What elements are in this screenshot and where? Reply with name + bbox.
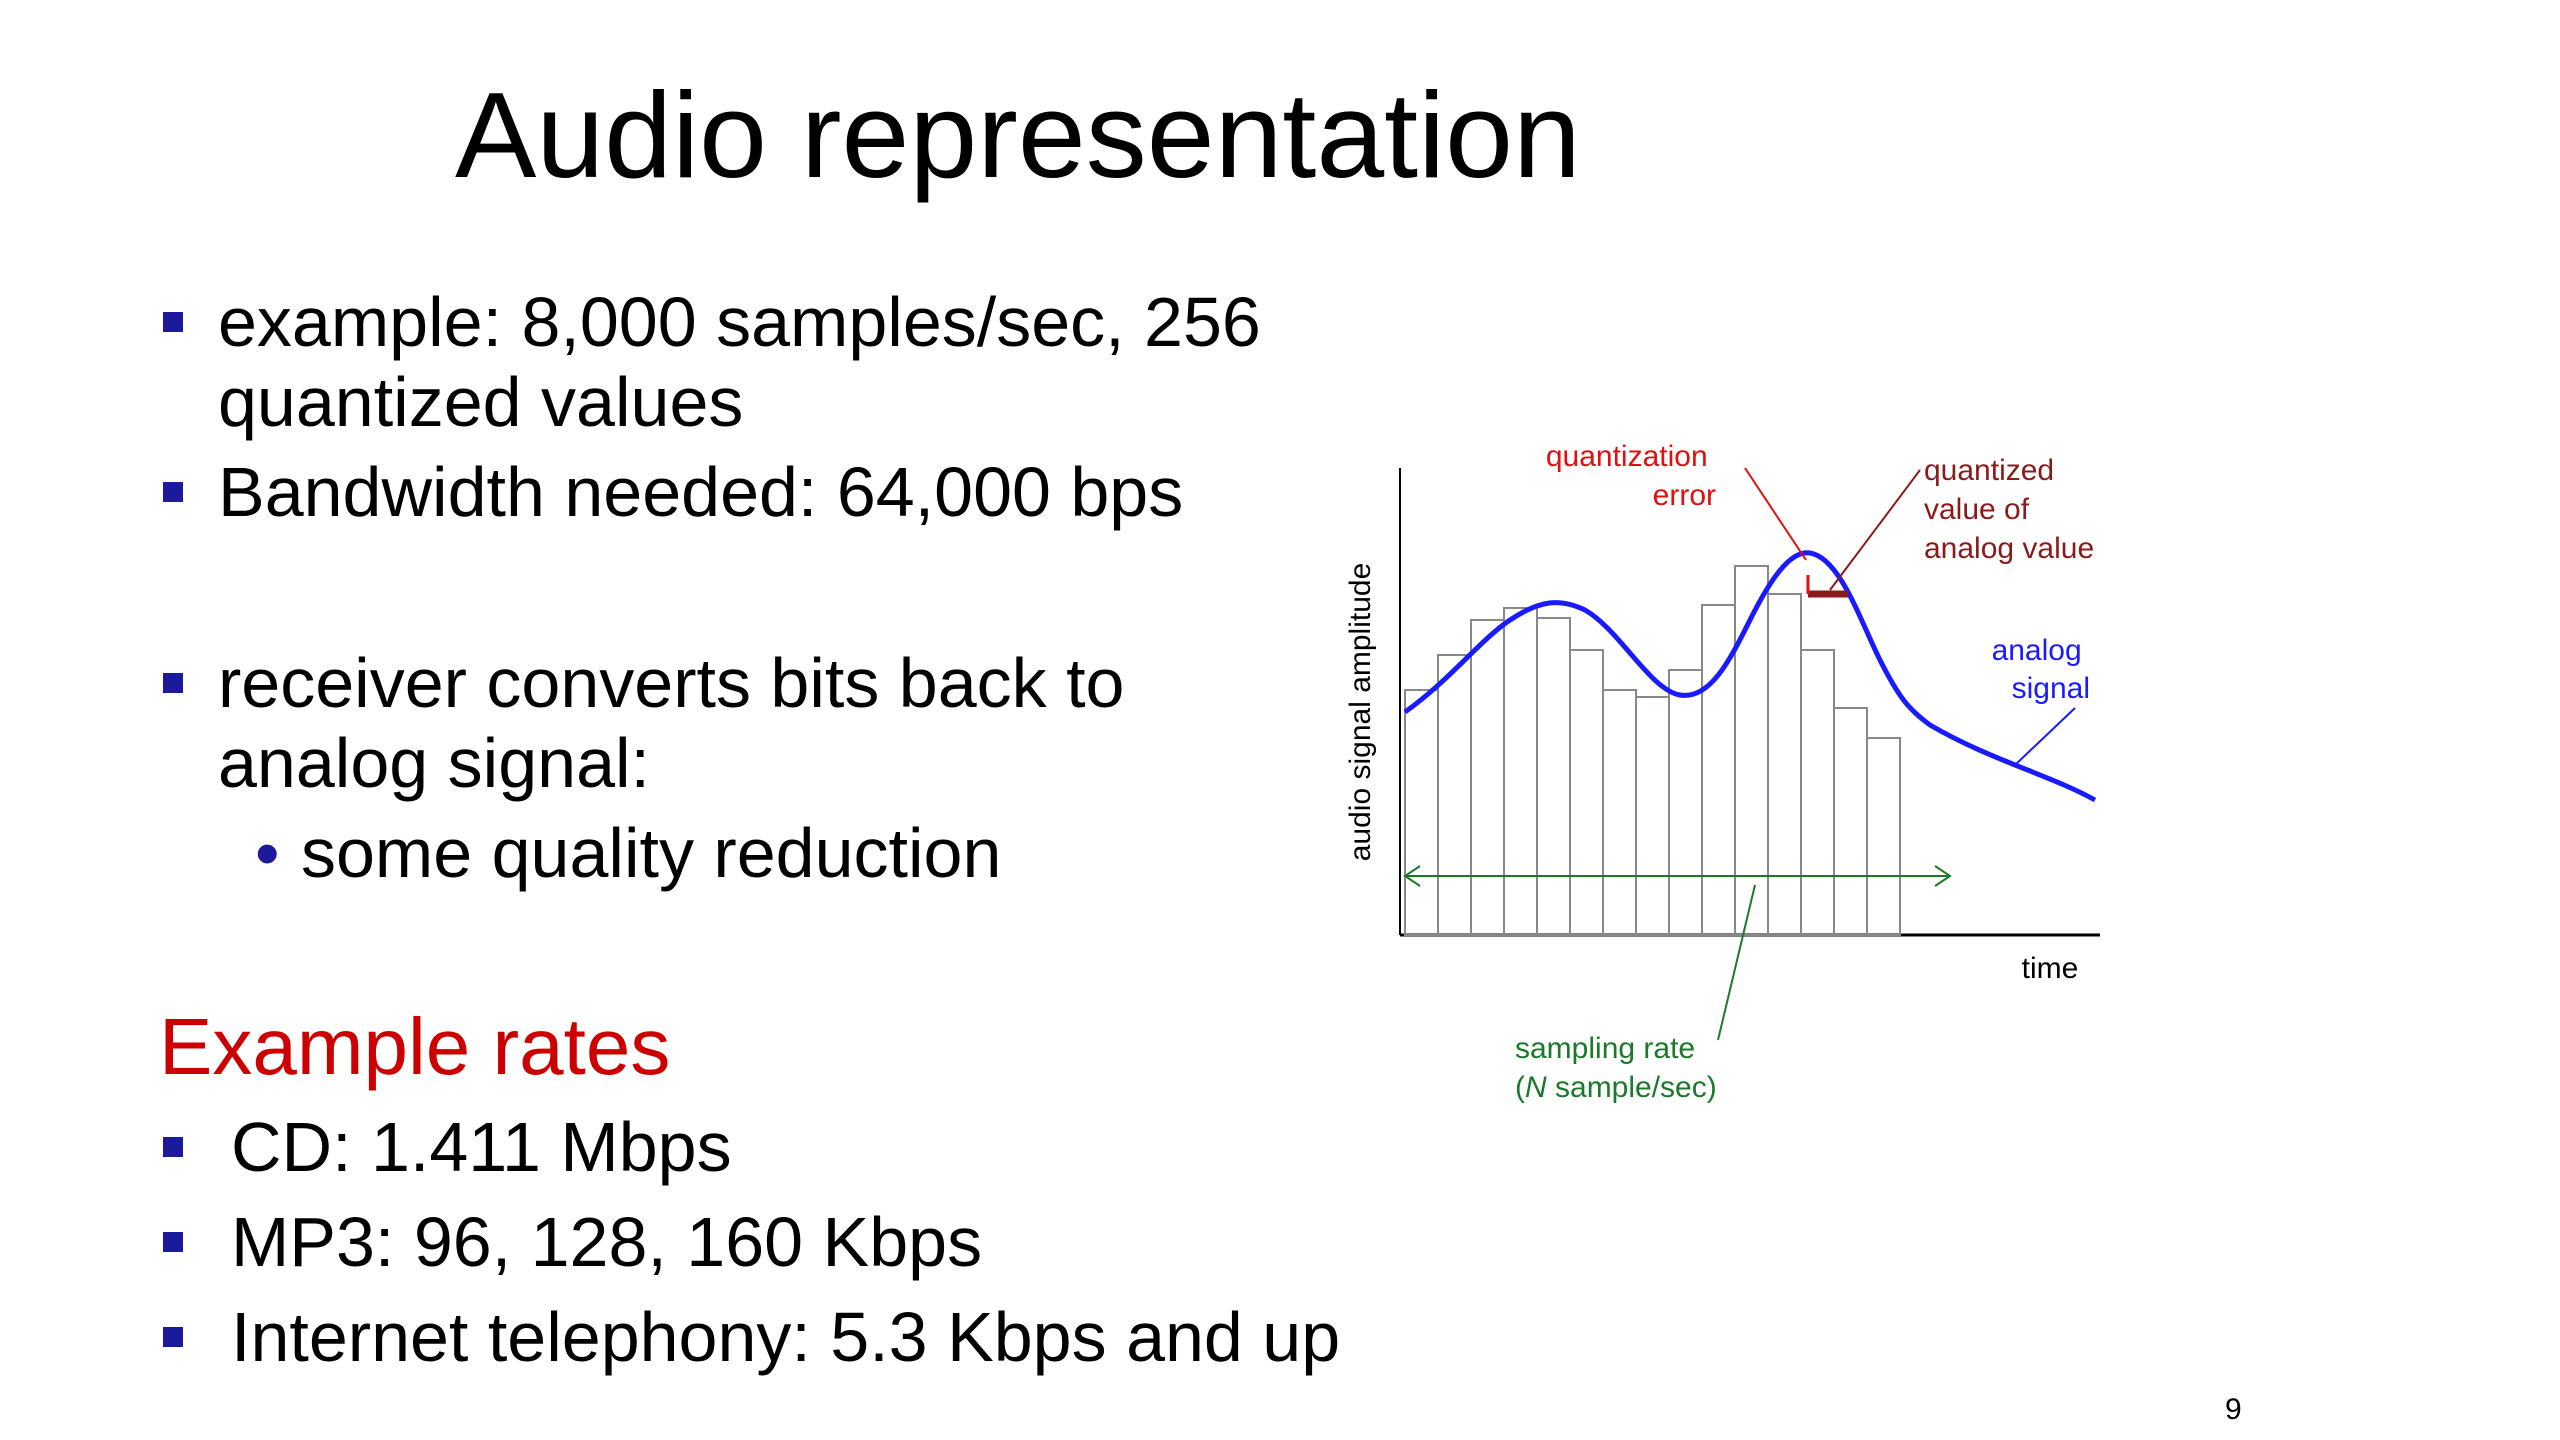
square-bullet-icon bbox=[163, 1327, 183, 1347]
sample-bar bbox=[1503, 607, 1538, 936]
sampling-rate-arrow bbox=[1403, 865, 1952, 1041]
rate-item: MP3: 96, 128, 160 Kbps bbox=[163, 1202, 982, 1282]
bullet-item: receiver converts bits back to analog si… bbox=[163, 643, 1263, 803]
sub-bullet-item: • some quality reduction bbox=[255, 813, 1001, 893]
analog-signal-leader bbox=[2014, 707, 2076, 766]
sample-bars bbox=[1404, 565, 1901, 936]
square-bullet-icon bbox=[163, 1232, 183, 1252]
sample-bar bbox=[1767, 593, 1802, 936]
sample-bar bbox=[1833, 707, 1868, 936]
x-axis-label: time bbox=[2022, 952, 2079, 985]
rate-text: Internet telephony: 5.3 Kbps and up bbox=[231, 1298, 1341, 1376]
round-bullet-icon: • bbox=[255, 814, 280, 892]
sample-bar bbox=[1866, 737, 1901, 936]
sample-bar bbox=[1437, 654, 1472, 936]
example-rates-heading: Example rates bbox=[159, 1002, 671, 1091]
quantized-value-leader bbox=[1829, 469, 1921, 591]
rate-text: CD: 1.411 Mbps bbox=[231, 1108, 732, 1186]
y-axis-label: audio signal amplitude bbox=[1344, 563, 1377, 862]
quantization-error-leader bbox=[1744, 467, 1807, 561]
page-number: 9 bbox=[2225, 1393, 2242, 1426]
bullet-text: Bandwidth needed: 64,000 bps bbox=[218, 453, 1184, 531]
square-bullet-icon bbox=[163, 312, 183, 332]
bullet-item: example: 8,000 samples/sec, 256 quantize… bbox=[163, 282, 1383, 442]
sample-bar bbox=[1569, 649, 1604, 936]
sampling-rate-label: sampling rate (N sample/sec) bbox=[1515, 1032, 1717, 1104]
square-bullet-icon bbox=[163, 673, 183, 693]
sample-bar bbox=[1602, 689, 1637, 936]
bullet-text: example: 8,000 samples/sec, 256 quantize… bbox=[218, 283, 1261, 441]
sample-bar bbox=[1800, 649, 1835, 936]
analog-signal-curve bbox=[1403, 550, 2097, 803]
quantized-value-label: quantized value of analog value bbox=[1924, 454, 2094, 565]
sample-bar bbox=[1470, 619, 1505, 936]
sample-bar bbox=[1635, 696, 1670, 936]
quantization-error-label: quantization error bbox=[1546, 440, 1716, 512]
square-bullet-icon bbox=[163, 1137, 183, 1157]
rate-item: Internet telephony: 5.3 Kbps and up bbox=[163, 1297, 1340, 1377]
sample-bar bbox=[1536, 617, 1571, 936]
analog-signal-label: analog signal bbox=[1992, 634, 2090, 705]
slide-title: Audio representation bbox=[455, 67, 1581, 203]
rate-text: MP3: 96, 128, 160 Kbps bbox=[231, 1203, 983, 1281]
rate-item: CD: 1.411 Mbps bbox=[163, 1107, 732, 1187]
sub-bullet-text: some quality reduction bbox=[301, 814, 1002, 892]
bullet-text: receiver converts bits back to analog si… bbox=[218, 644, 1125, 802]
bullet-item: Bandwidth needed: 64,000 bps bbox=[163, 452, 1383, 532]
sample-bar bbox=[1404, 689, 1439, 936]
sample-bar bbox=[1668, 669, 1703, 936]
square-bullet-icon bbox=[163, 482, 183, 502]
